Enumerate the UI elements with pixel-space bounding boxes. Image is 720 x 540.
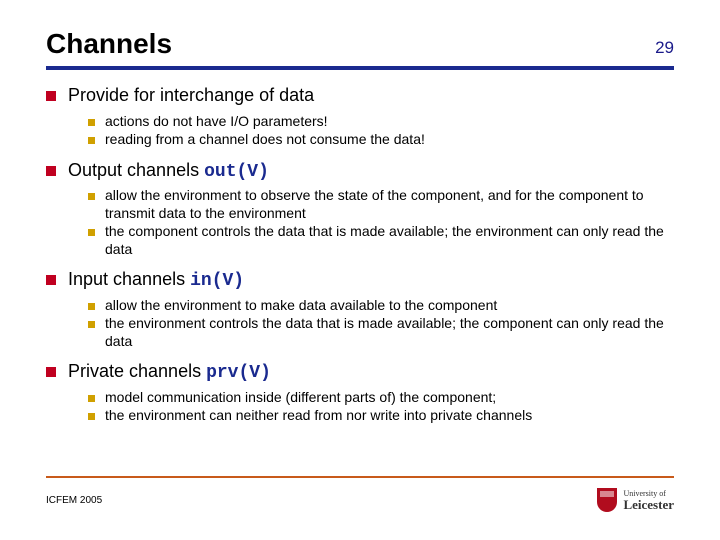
list-item: Output channels out(V): [46, 159, 674, 184]
sub-bullet-icon: [88, 395, 95, 402]
list-item: Input channels in(V): [46, 268, 674, 293]
footer: ICFEM 2005 University of Leicester: [46, 476, 674, 512]
sublist: actions do not have I/O parameters! read…: [88, 113, 674, 149]
sublist-item: allow the environment to make data avail…: [88, 297, 674, 315]
sublist: allow the environment to make data avail…: [88, 297, 674, 351]
slide-title: Channels: [46, 28, 172, 60]
list-item-text: Input channels in(V): [68, 268, 244, 293]
header-row: Channels 29: [46, 28, 674, 60]
sub-bullet-icon: [88, 193, 95, 200]
sub-bullet-icon: [88, 321, 95, 328]
crest-icon: [597, 488, 617, 512]
sub-bullet-icon: [88, 119, 95, 126]
sub-bullet-icon: [88, 413, 95, 420]
page-number: 29: [655, 38, 674, 58]
sub-bullet-icon: [88, 229, 95, 236]
sublist: model communication inside (different pa…: [88, 389, 674, 425]
list-item: Provide for interchange of data: [46, 84, 674, 109]
sublist-item-text: the component controls the data that is …: [105, 223, 665, 258]
sublist-item: the component controls the data that is …: [88, 223, 674, 258]
sublist-item-text: allow the environment to make data avail…: [105, 297, 497, 315]
sublist-item-text: reading from a channel does not consume …: [105, 131, 425, 149]
logo-bottom-text: Leicester: [623, 498, 674, 511]
sublist-item: actions do not have I/O parameters!: [88, 113, 674, 131]
university-logo: University of Leicester: [597, 488, 674, 512]
sublist-item: reading from a channel does not consume …: [88, 131, 674, 149]
bullet-icon: [46, 367, 56, 377]
sublist-item: allow the environment to observe the sta…: [88, 187, 674, 222]
sublist-item-text: the environment controls the data that i…: [105, 315, 665, 350]
bullet-icon: [46, 275, 56, 285]
sublist-item-text: allow the environment to observe the sta…: [105, 187, 665, 222]
sublist-item-text: actions do not have I/O parameters!: [105, 113, 328, 131]
sublist: allow the environment to observe the sta…: [88, 187, 674, 258]
sublist-item: the environment controls the data that i…: [88, 315, 674, 350]
content: Provide for interchange of data actions …: [46, 84, 674, 425]
sub-bullet-icon: [88, 137, 95, 144]
footer-row: ICFEM 2005 University of Leicester: [46, 488, 674, 512]
footer-left-text: ICFEM 2005: [46, 495, 102, 506]
list-item-text: Private channels prv(V): [68, 360, 271, 385]
list-item-text: Provide for interchange of data: [68, 84, 314, 109]
title-rule: [46, 66, 674, 70]
list-item-text: Output channels out(V): [68, 159, 269, 184]
slide: Channels 29 Provide for interchange of d…: [0, 0, 720, 540]
list-item: Private channels prv(V): [46, 360, 674, 385]
bullet-icon: [46, 91, 56, 101]
sublist-item-text: model communication inside (different pa…: [105, 389, 496, 407]
bullet-icon: [46, 166, 56, 176]
sublist-item-text: the environment can neither read from no…: [105, 407, 532, 425]
sublist-item: the environment can neither read from no…: [88, 407, 674, 425]
sublist-item: model communication inside (different pa…: [88, 389, 674, 407]
sub-bullet-icon: [88, 303, 95, 310]
logo-text: University of Leicester: [623, 490, 674, 511]
footer-rule: [46, 476, 674, 478]
